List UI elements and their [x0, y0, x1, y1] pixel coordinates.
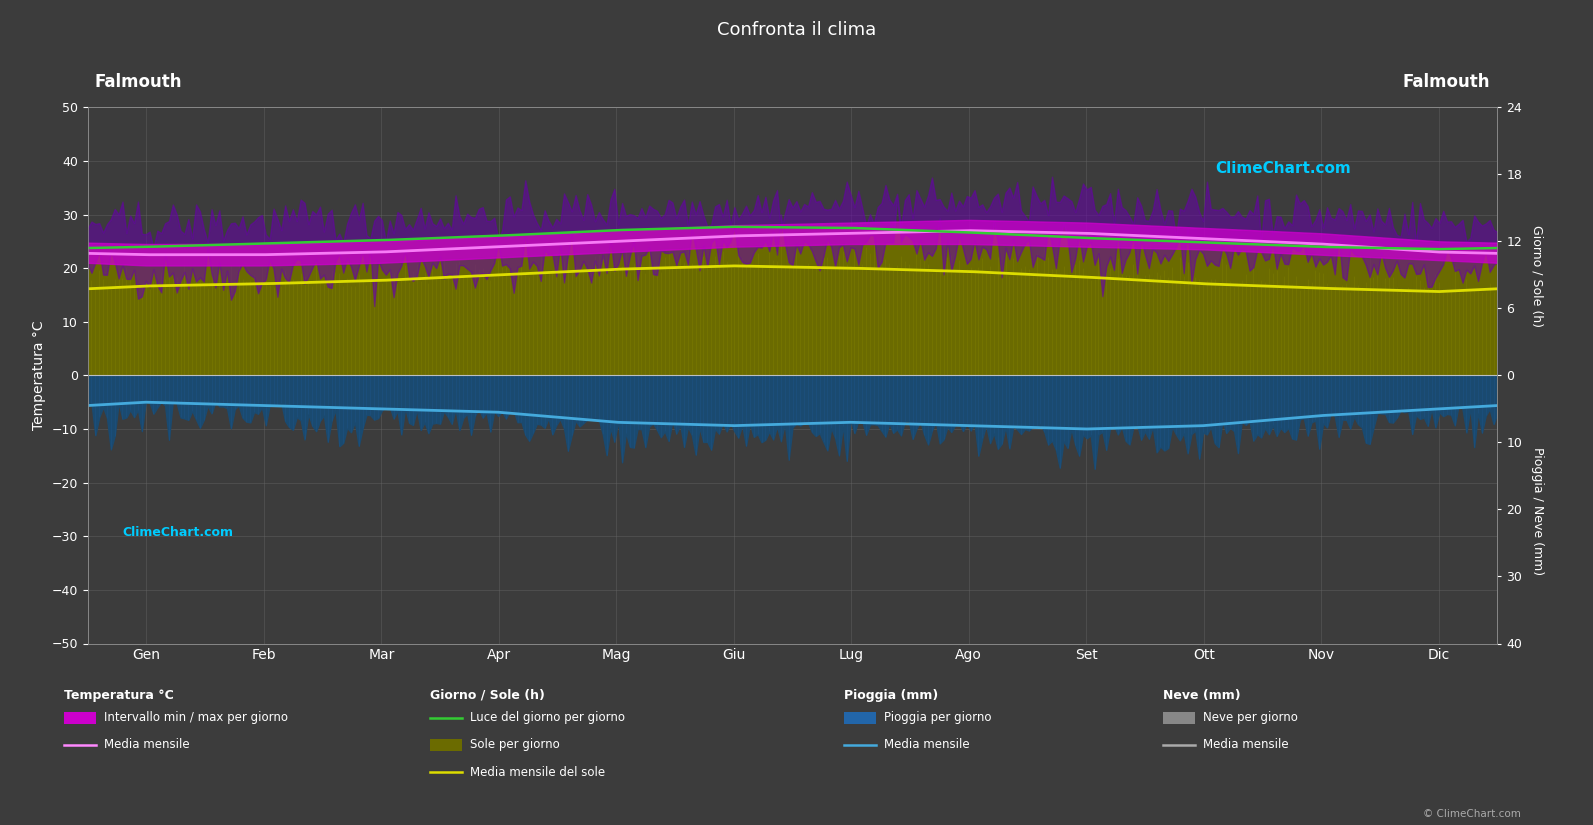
Text: Sole per giorno: Sole per giorno	[470, 738, 559, 752]
Text: Pioggia (mm): Pioggia (mm)	[844, 689, 938, 702]
Text: © ClimeChart.com: © ClimeChart.com	[1424, 808, 1521, 818]
Text: Pioggia per giorno: Pioggia per giorno	[884, 711, 991, 724]
Text: Confronta il clima: Confronta il clima	[717, 21, 876, 39]
Text: Neve (mm): Neve (mm)	[1163, 689, 1241, 702]
Text: Neve per giorno: Neve per giorno	[1203, 711, 1298, 724]
Y-axis label: Temperatura °C: Temperatura °C	[32, 321, 46, 430]
Text: Falmouth: Falmouth	[94, 73, 182, 92]
Text: ClimeChart.com: ClimeChart.com	[123, 526, 234, 539]
Text: Temperatura °C: Temperatura °C	[64, 689, 174, 702]
Text: Media mensile del sole: Media mensile del sole	[470, 766, 605, 779]
Text: Giorno / Sole (h): Giorno / Sole (h)	[1531, 225, 1544, 328]
Text: Falmouth: Falmouth	[1403, 73, 1491, 92]
Text: Luce del giorno per giorno: Luce del giorno per giorno	[470, 711, 624, 724]
Text: Pioggia / Neve (mm): Pioggia / Neve (mm)	[1531, 447, 1544, 576]
Text: Intervallo min / max per giorno: Intervallo min / max per giorno	[104, 711, 288, 724]
Text: Media mensile: Media mensile	[1203, 738, 1289, 752]
Text: ClimeChart.com: ClimeChart.com	[1215, 161, 1351, 176]
Text: Media mensile: Media mensile	[104, 738, 190, 752]
Text: Media mensile: Media mensile	[884, 738, 970, 752]
Text: Giorno / Sole (h): Giorno / Sole (h)	[430, 689, 545, 702]
